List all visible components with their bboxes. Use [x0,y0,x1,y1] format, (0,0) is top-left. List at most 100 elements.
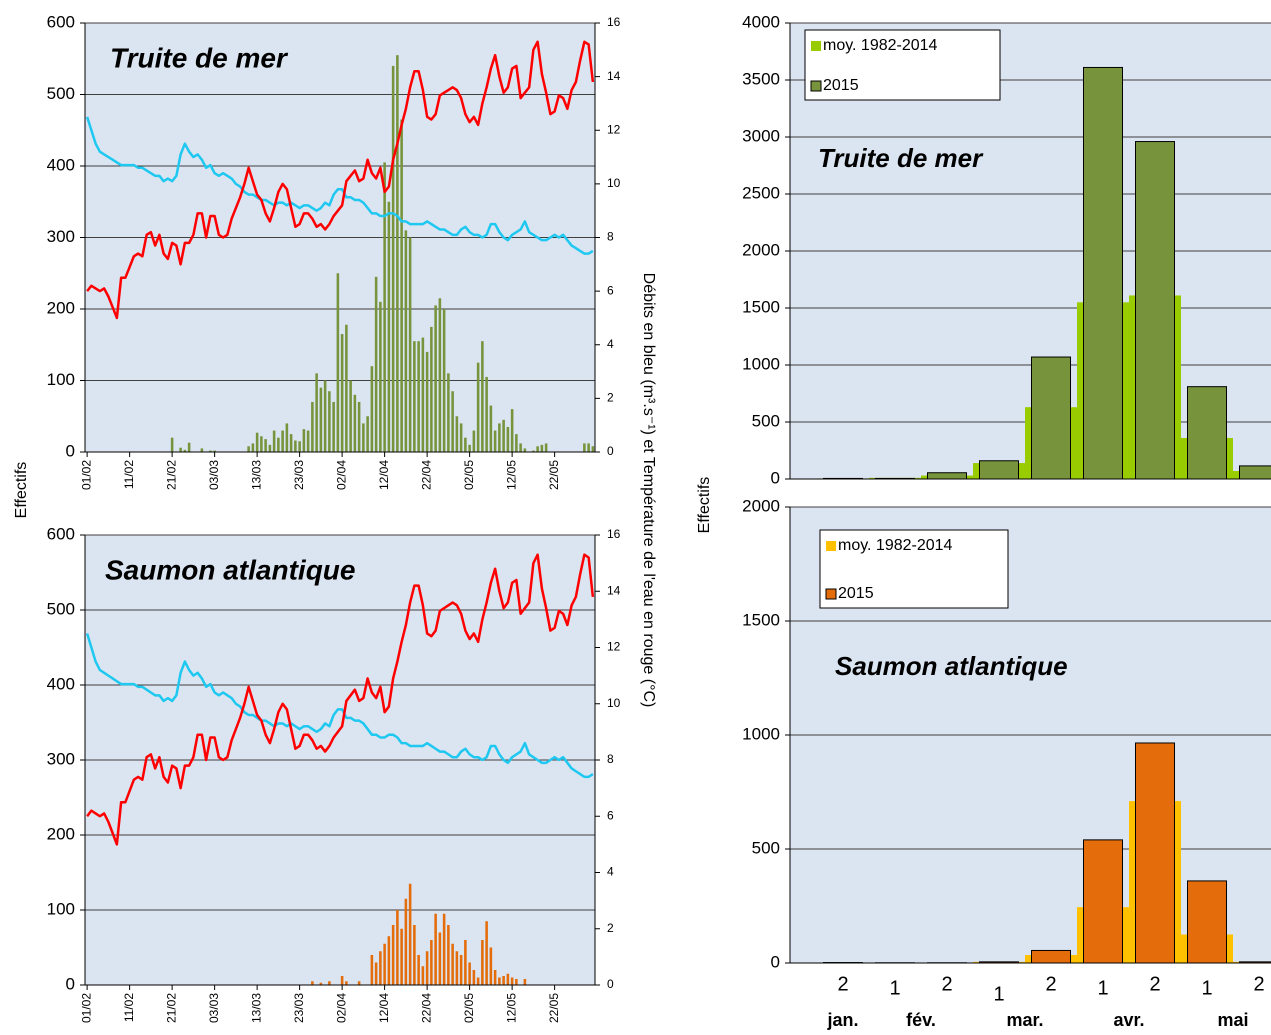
x-tick-label: 22/05 [547,460,561,490]
bar [302,429,306,452]
bar [251,443,255,452]
legend-box [804,29,1001,101]
y2-tick-label: 4 [607,337,614,351]
x-tick-label: 12/05 [504,993,518,1023]
bar [417,341,420,452]
bar [281,430,284,452]
bar [430,326,433,452]
x-tick-label: 1 [889,977,900,999]
bar [396,55,399,452]
y-tick-label: 500 [47,84,75,103]
bar [298,441,301,452]
bar [277,437,280,452]
bar [927,472,967,480]
y2-tick-label: 10 [607,176,621,190]
bar [413,925,416,985]
bar [323,380,327,452]
x-tick-label: 21/02 [164,993,178,1023]
bar [264,439,267,452]
bar [311,401,314,452]
x-tick-label: 22/04 [419,993,433,1023]
y-tick-label: 3000 [742,126,780,145]
bar [187,442,191,452]
legend-swatch [810,80,822,92]
y2-tick-label: 14 [607,583,621,597]
bar [425,951,429,985]
bar [438,932,442,985]
x-tick-label: 03/03 [207,460,221,490]
y-tick-label: 100 [47,899,75,918]
y-tick-label: 400 [47,155,75,174]
bar [451,943,454,985]
legend-label: 2015 [823,77,859,94]
bar [353,394,357,452]
bar [1135,742,1175,964]
bar [515,979,518,985]
y2-tick-label: 6 [607,808,614,822]
bar [544,443,548,452]
bar [383,943,386,985]
y-axis-label: Effectifs [696,477,713,534]
bar [1187,386,1227,480]
bar [476,977,480,985]
y2-tick-label: 14 [607,69,621,83]
x-tick-label: 2 [1253,973,1264,995]
y2-tick-label: 4 [607,865,614,879]
y-tick-label: 600 [47,12,75,31]
bar [502,976,505,985]
y2-tick-label: 2 [607,391,614,405]
y-tick-label: 1000 [742,724,780,743]
bar [523,448,527,452]
legend-swatch [826,541,836,551]
bar [442,913,446,985]
bar [387,936,391,985]
plot [817,66,1271,480]
bar [213,450,216,452]
bar [400,119,403,452]
x-tick-label: 01/02 [79,993,93,1023]
y-tick-label: 500 [752,411,780,430]
x-group-label: mai [1217,1010,1248,1030]
bar [272,430,276,452]
bar [268,444,272,452]
y2-tick-label: 6 [607,283,614,297]
bar [340,334,344,452]
bar [464,437,467,452]
y-tick-label: 2000 [742,240,780,259]
bar [447,373,450,452]
x-tick-label: 23/03 [292,993,306,1023]
x-tick-label: 02/04 [334,993,348,1023]
y-tick-label: 1500 [742,610,780,629]
x-tick-label: 11/02 [122,993,136,1022]
bar [345,324,348,452]
y-tick-label: 1000 [742,354,780,373]
legend-label: 2015 [838,585,874,602]
bar [472,430,476,452]
y-tick-label: 300 [47,227,75,246]
bar [434,913,437,985]
bar [502,419,505,452]
bar [510,977,514,985]
x-tick-label: 22/04 [419,460,433,490]
x-tick-label: 12/05 [504,460,518,490]
bar [285,423,289,452]
bar [506,426,510,452]
y-tick-label: 0 [771,468,780,487]
bar [183,449,187,452]
x-tick-label: 22/05 [547,993,561,1023]
chart-title: Truite de mer [110,42,289,73]
bar [374,276,378,452]
bar [532,450,535,452]
legend-swatch [825,588,837,600]
y-tick-label: 4000 [742,12,780,31]
legend-swatch [811,41,821,51]
bar [536,446,539,452]
bar [1239,465,1271,480]
bar [438,298,442,452]
y2-tick-label: 16 [607,15,621,29]
bar [489,405,493,452]
plot [85,40,595,452]
bar [540,444,544,452]
line-series [85,633,594,779]
